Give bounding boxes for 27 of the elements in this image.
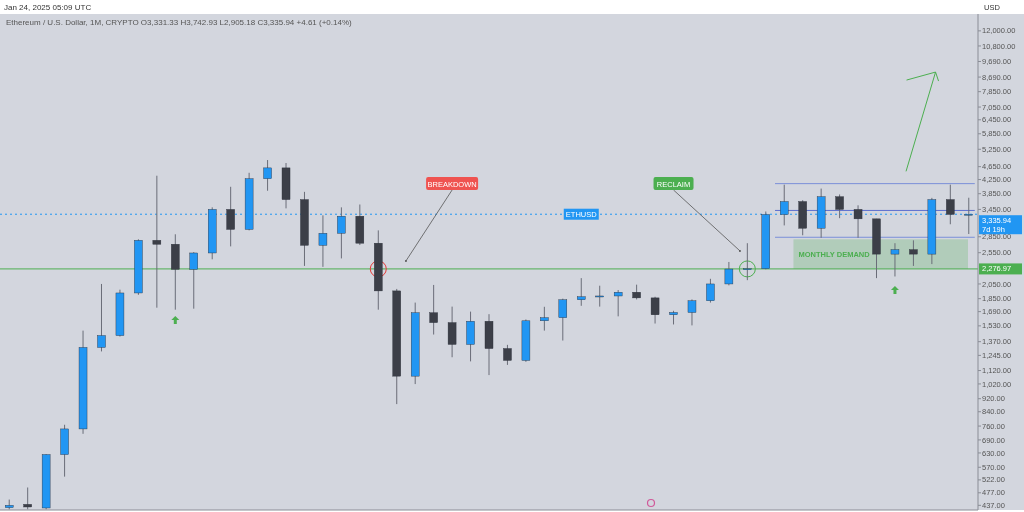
candlestick bbox=[558, 298, 568, 342]
candlestick bbox=[97, 283, 106, 352]
candlestick bbox=[540, 306, 549, 332]
candlestick bbox=[263, 159, 272, 192]
candlestick bbox=[613, 289, 623, 317]
candlestick bbox=[318, 214, 328, 268]
candlestick bbox=[946, 184, 955, 225]
candlestick bbox=[447, 306, 457, 358]
candlestick bbox=[853, 204, 863, 239]
candlestick bbox=[466, 311, 475, 362]
candlestick bbox=[595, 285, 604, 308]
candlestick bbox=[23, 486, 32, 510]
candlestick bbox=[909, 239, 918, 267]
candlestick bbox=[226, 186, 235, 247]
candlestick bbox=[189, 251, 198, 310]
text: Ethereum / U.S. Dollar, 1M, CRYPTO O3,331.33 H3,742.93 L2,905.18 C3,335.94 +4.61 (+0.14%) bbox=[6, 18, 353, 27]
candlestick bbox=[577, 277, 586, 307]
candlestick bbox=[650, 296, 660, 325]
candlestick bbox=[152, 175, 162, 309]
chart-subtitle: Jan 24, 2025 05:09 UTC bbox=[4, 3, 92, 12]
candlestick bbox=[503, 344, 512, 366]
candlestick bbox=[687, 298, 697, 326]
candlestick bbox=[835, 193, 844, 219]
candlestick bbox=[890, 242, 900, 277]
candlestick bbox=[429, 284, 438, 336]
candlestick bbox=[964, 197, 973, 235]
candlestick bbox=[706, 278, 715, 304]
